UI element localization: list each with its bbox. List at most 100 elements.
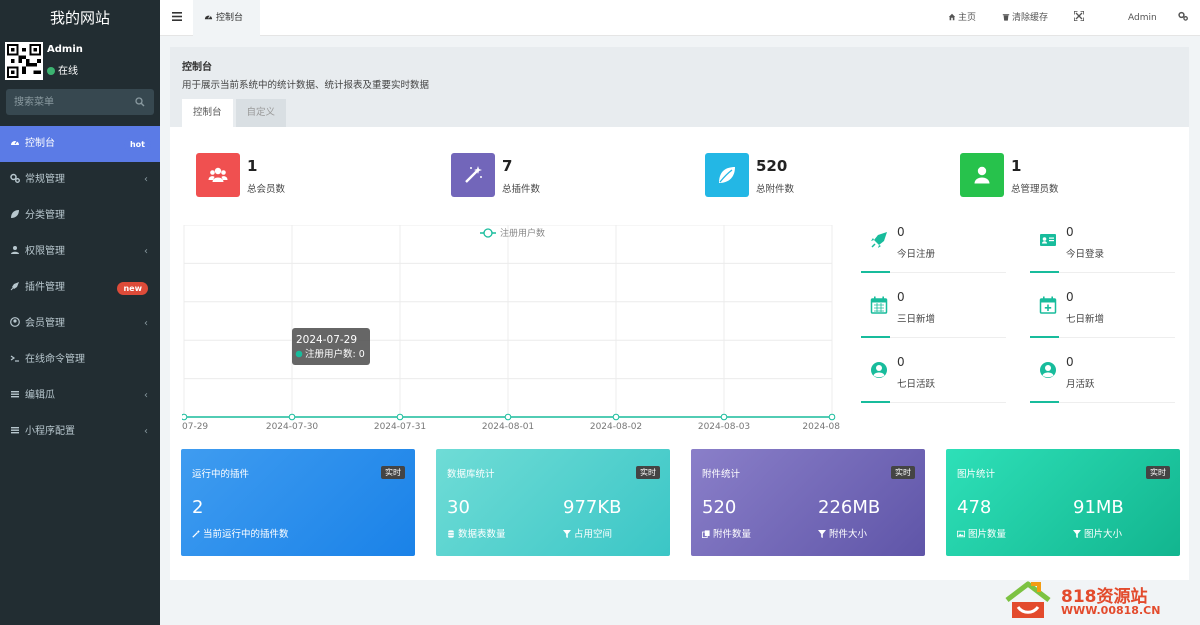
files-icon bbox=[702, 530, 710, 538]
card-label-2: 占用空间 bbox=[563, 526, 612, 540]
stat-value: 1 bbox=[247, 157, 258, 175]
magic-icon bbox=[465, 166, 482, 183]
x-tick-label: 2024-07-30 bbox=[266, 422, 319, 432]
stat-members: 1 总会员数 bbox=[196, 153, 416, 197]
side-stat-label: 今日登录 bbox=[1066, 249, 1105, 260]
card-value: 30 bbox=[447, 497, 470, 518]
sidebar-item-label: 会员管理 bbox=[25, 318, 65, 329]
home-link[interactable]: 主页 bbox=[948, 0, 976, 36]
card-label: 当前运行中的插件数 bbox=[192, 526, 289, 540]
stat-label: 总管理员数 bbox=[1011, 184, 1059, 195]
sidebar-item-general[interactable]: 常规管理 ‹ bbox=[0, 162, 160, 198]
filter-icon bbox=[818, 530, 826, 538]
user-circle-icon bbox=[10, 317, 20, 327]
home-label: 主页 bbox=[958, 13, 977, 23]
card-label-text: 占用空间 bbox=[574, 529, 613, 540]
sidebar-item-members[interactable]: 会员管理 ‹ bbox=[0, 306, 160, 342]
menu-search-input[interactable] bbox=[6, 89, 154, 115]
side-stat-underline bbox=[1030, 271, 1059, 273]
sidebar-item-label: 插件管理 bbox=[25, 282, 65, 293]
tooltip-value: 注册用户数: 0 bbox=[305, 348, 365, 360]
data-point bbox=[182, 413, 188, 421]
card-label-text: 附件数量 bbox=[713, 529, 752, 540]
card-label: 数据表数量 bbox=[447, 526, 506, 540]
x-tick-label: 2024-08-03 bbox=[698, 422, 750, 432]
side-stat-label: 三日新增 bbox=[897, 314, 936, 325]
user-status: 在线 bbox=[47, 62, 78, 77]
stat-attachments: 520 总附件数 bbox=[705, 153, 925, 197]
stat-label: 总会员数 bbox=[247, 184, 286, 195]
watermark: 818资源站 WWW.00818.CN bbox=[1003, 580, 1193, 622]
chevron-left-icon: ‹ bbox=[144, 246, 148, 257]
sidebar-item-plugins[interactable]: 插件管理 new bbox=[0, 270, 160, 306]
card-value: 2 bbox=[192, 497, 204, 518]
card-title: 图片统计 bbox=[957, 469, 996, 480]
list-icon bbox=[11, 427, 19, 434]
sidebar-item-editor[interactable]: 编辑瓜 ‹ bbox=[0, 378, 160, 414]
group-icon bbox=[11, 246, 19, 254]
card-value-2: 226MB bbox=[818, 497, 881, 518]
side-stat-label: 七日活跃 bbox=[897, 379, 936, 390]
side-stat-label: 月活跃 bbox=[1066, 379, 1095, 390]
sidebar-item-category[interactable]: 分类管理 bbox=[0, 198, 160, 234]
side-stat-value: 0 bbox=[897, 225, 905, 239]
leaf-icon bbox=[11, 210, 19, 218]
x-tick-label: 2024-08-02 bbox=[590, 422, 642, 432]
card-label: 图片数量 bbox=[957, 526, 1006, 540]
side-stat-underline bbox=[1030, 336, 1059, 338]
stat-icon-box bbox=[196, 153, 240, 197]
clear-cache-button[interactable]: 清除缓存 bbox=[1002, 0, 1048, 36]
sidebar-item-miniapp[interactable]: 小程序配置 ‹ bbox=[0, 414, 160, 450]
rocket-icon bbox=[871, 232, 887, 248]
settings-button[interactable] bbox=[1178, 0, 1190, 36]
tab-dashboard[interactable]: 控制台 bbox=[193, 0, 260, 36]
data-point bbox=[504, 413, 512, 421]
tab-console[interactable]: 控制台 bbox=[182, 99, 233, 127]
card-value-2: 91MB bbox=[1073, 497, 1124, 518]
cogs-icon bbox=[10, 173, 20, 183]
x-tick-label: 2024-08 bbox=[802, 422, 840, 432]
calendar-plus-icon bbox=[1039, 296, 1057, 314]
list-icon bbox=[11, 391, 19, 398]
sidebar-item-command[interactable]: 在线命令管理 bbox=[0, 342, 160, 378]
card-running-plugins: 运行中的插件 实时 2 当前运行中的插件数 bbox=[181, 449, 415, 556]
realtime-tag: 实时 bbox=[636, 466, 660, 479]
side-stat-today-login: 0 今日登录 bbox=[1030, 225, 1175, 273]
stat-admins: 1 总管理员数 bbox=[960, 153, 1180, 197]
dashboard-icon bbox=[11, 140, 19, 145]
stat-icon-box bbox=[960, 153, 1004, 197]
registration-line-chart[interactable]: 07-29 2024-07-30 2024-07-31 2024-08-01 2024-… bbox=[182, 225, 840, 433]
tooltip-date: 2024-07-29 bbox=[296, 334, 357, 346]
sidebar-item-label: 分类管理 bbox=[25, 210, 65, 221]
card-value: 520 bbox=[702, 497, 737, 518]
tab-custom[interactable]: 自定义 bbox=[235, 99, 287, 127]
card-label-2: 附件大小 bbox=[818, 526, 867, 540]
side-stat-seven-day: 0 七日新增 bbox=[1030, 290, 1175, 338]
watermark-url: WWW.00818.CN bbox=[1061, 604, 1161, 617]
card-label-text: 当前运行中的插件数 bbox=[203, 529, 289, 540]
rocket-icon bbox=[10, 282, 19, 291]
sidebar-item-auth[interactable]: 权限管理 ‹ bbox=[0, 234, 160, 270]
database-icon bbox=[448, 530, 454, 538]
menu-toggle-icon[interactable] bbox=[172, 12, 182, 21]
user-status-label: 在线 bbox=[58, 66, 78, 77]
fullscreen-icon bbox=[1073, 10, 1085, 22]
sidebar-item-dashboard[interactable]: 控制台 hot bbox=[0, 126, 160, 162]
card-label-text: 图片数量 bbox=[968, 529, 1007, 540]
realtime-tag: 实时 bbox=[1146, 466, 1170, 479]
admin-menu[interactable]: Admin bbox=[1128, 0, 1157, 36]
site-title[interactable]: 我的网站 bbox=[0, 0, 160, 36]
card-title: 运行中的插件 bbox=[192, 469, 250, 480]
side-stat-value: 0 bbox=[1066, 355, 1074, 369]
sidebar-menu: 控制台 hot 常规管理 ‹ 分类管理 权限管理 ‹ 插件管理 new 会员管理… bbox=[0, 126, 160, 450]
stat-value: 7 bbox=[502, 157, 513, 175]
tooltip-series-dot bbox=[295, 350, 303, 358]
trash-icon bbox=[1002, 14, 1010, 21]
tooltip-box bbox=[292, 328, 370, 365]
sidebar-item-label: 常规管理 bbox=[25, 174, 65, 185]
side-stat-underline bbox=[861, 401, 890, 403]
search-icon[interactable] bbox=[135, 97, 145, 107]
side-stat-value: 0 bbox=[1066, 225, 1074, 239]
user-icon bbox=[974, 166, 990, 184]
fullscreen-button[interactable] bbox=[1073, 0, 1086, 36]
